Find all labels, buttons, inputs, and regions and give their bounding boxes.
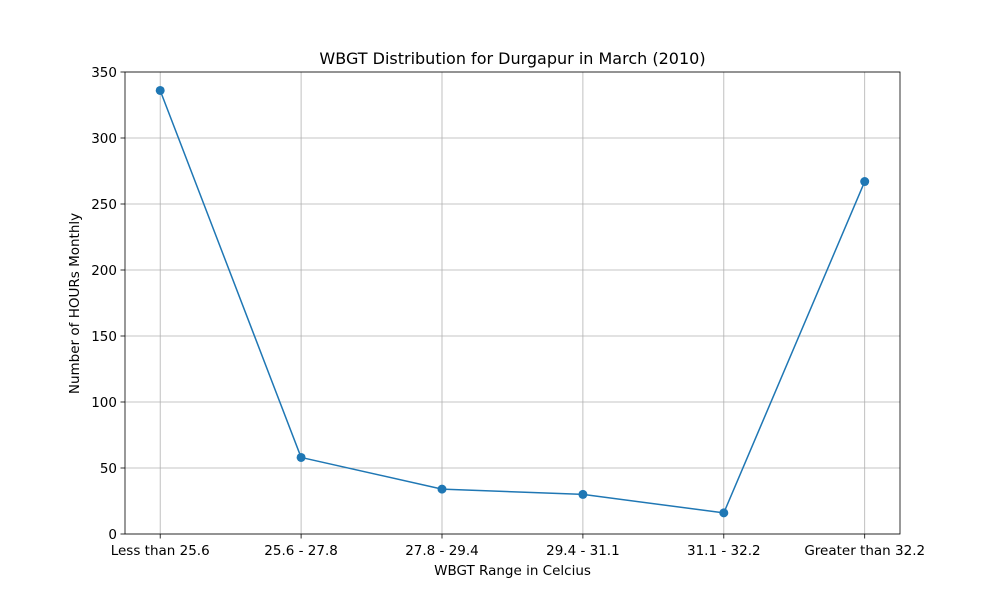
data-point <box>578 489 588 499</box>
data-point <box>155 85 165 95</box>
y-tick-label: 150 <box>91 329 117 345</box>
axes <box>124 71 901 535</box>
y-tick-label: 200 <box>91 263 117 279</box>
y-tick-label: 0 <box>108 527 117 543</box>
x-tick-label: Less than 25.6 <box>111 543 210 559</box>
y-tick-label: 350 <box>91 65 117 81</box>
chart-title: WBGT Distribution for Durgapur in March … <box>319 49 705 68</box>
y-tick-label: 50 <box>100 461 117 477</box>
data-point <box>296 452 306 462</box>
data-point <box>437 484 447 494</box>
x-tick-label: Greater than 32.2 <box>804 543 925 559</box>
x-tick-label: 27.8 - 29.4 <box>405 543 479 559</box>
series-line <box>159 90 866 514</box>
y-axis-label: Number of HOURs Monthly <box>67 213 83 394</box>
plot-frame <box>124 71 901 535</box>
y-tick-label: 100 <box>91 395 117 411</box>
y-tick-label: 250 <box>91 197 117 213</box>
series <box>155 85 870 518</box>
x-tick-label: 29.4 - 31.1 <box>546 543 620 559</box>
x-tick-label: 25.6 - 27.8 <box>264 543 338 559</box>
ticks: Less than 25.6 25.6 - 27.8 27.8 - 29.4 29.4… <box>91 65 925 559</box>
x-axis-label: WBGT Range in Celcius <box>434 563 591 579</box>
data-point <box>719 508 729 518</box>
y-tick-label: 300 <box>91 131 117 147</box>
data-point <box>860 177 870 187</box>
x-tick-label: 31.1 - 32.2 <box>687 543 761 559</box>
